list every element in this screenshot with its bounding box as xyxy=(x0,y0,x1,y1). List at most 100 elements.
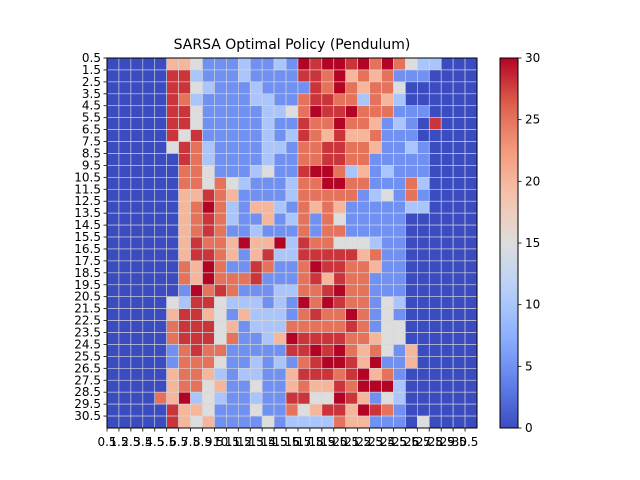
heatmap-cell xyxy=(273,57,287,71)
heatmap-cell xyxy=(130,391,144,405)
heatmap-cell xyxy=(202,57,215,71)
heatmap-cell xyxy=(237,105,251,118)
heatmap-cell xyxy=(357,415,370,429)
heatmap-cell xyxy=(417,117,430,130)
heatmap-cell xyxy=(405,69,418,83)
heatmap-cell xyxy=(345,296,358,309)
heatmap-cell xyxy=(249,415,263,429)
heatmap-cell xyxy=(214,200,227,214)
x-tick-label: 15.5 xyxy=(273,435,300,449)
heatmap-cell xyxy=(106,260,120,274)
heatmap-cell xyxy=(297,248,311,262)
x-tick-label: 3.5 xyxy=(133,435,152,449)
heatmap-cell xyxy=(309,344,323,357)
heatmap-cell xyxy=(106,403,120,417)
heatmap-cell xyxy=(261,403,275,417)
heatmap-cell xyxy=(452,200,466,214)
x-tick-label: 9.5 xyxy=(205,435,224,449)
heatmap-cell xyxy=(405,248,418,262)
heatmap-cell xyxy=(417,188,430,202)
heatmap-cell xyxy=(178,248,191,262)
heatmap-cell xyxy=(369,260,382,274)
heatmap-cell xyxy=(118,320,132,333)
heatmap-cell xyxy=(440,165,454,178)
heatmap-cell xyxy=(106,188,120,202)
heatmap-cell xyxy=(226,236,239,250)
heatmap-cell xyxy=(118,188,132,202)
heatmap-cell xyxy=(428,224,442,238)
heatmap-cell xyxy=(285,379,299,393)
heatmap-cell xyxy=(345,212,358,226)
heatmap-cell xyxy=(333,212,347,226)
heatmap-cell xyxy=(226,141,239,154)
heatmap-cell xyxy=(440,284,454,298)
heatmap-cell xyxy=(202,356,215,369)
heatmap-cell xyxy=(333,200,347,214)
heatmap-cell xyxy=(202,188,215,202)
heatmap-cell xyxy=(190,379,203,393)
heatmap-cell xyxy=(452,141,466,154)
heatmap-cell xyxy=(440,129,454,142)
y-tick-label: 25.5 xyxy=(74,349,101,363)
heatmap-cell xyxy=(309,129,323,142)
heatmap-cell xyxy=(261,57,275,71)
x-tick-label: 7.5 xyxy=(181,435,200,449)
heatmap-cell xyxy=(405,93,418,107)
heatmap-cell xyxy=(405,212,418,226)
heatmap-cell xyxy=(345,391,358,405)
heatmap-cell xyxy=(464,188,478,202)
heatmap-cell xyxy=(345,93,358,107)
y-tick-label: 28.5 xyxy=(74,385,101,399)
heatmap-cell xyxy=(226,391,239,405)
heatmap-cell xyxy=(202,308,215,321)
heatmap-cell xyxy=(166,332,179,345)
heatmap-cell xyxy=(333,344,347,357)
heatmap-cell xyxy=(452,117,466,130)
heatmap-cell xyxy=(428,141,442,154)
heatmap-cell xyxy=(381,141,394,154)
y-tick-label: 12.5 xyxy=(74,194,101,208)
heatmap-cell xyxy=(333,356,347,369)
heatmap-cell xyxy=(237,379,251,393)
heatmap-cell xyxy=(214,117,227,130)
heatmap-cell xyxy=(297,391,311,405)
heatmap-cell xyxy=(309,356,323,369)
heatmap-cell xyxy=(214,356,227,369)
heatmap-cell xyxy=(297,308,311,321)
heatmap-cell xyxy=(214,248,227,262)
heatmap-cell xyxy=(226,200,239,214)
heatmap-cell xyxy=(464,391,478,405)
y-tick-label: 14.5 xyxy=(74,218,101,232)
heatmap-cell xyxy=(309,165,323,178)
heatmap-cell xyxy=(333,177,347,190)
heatmap-cell xyxy=(381,200,394,214)
x-tick-label: 18.5 xyxy=(308,435,335,449)
heatmap-cell xyxy=(297,93,311,107)
heatmap-cell xyxy=(214,129,227,142)
heatmap-cell xyxy=(214,415,227,429)
heatmap-cell xyxy=(309,368,323,381)
heatmap-cell xyxy=(190,188,203,202)
heatmap-cell xyxy=(405,260,418,274)
heatmap-cell xyxy=(154,356,167,369)
heatmap-cell xyxy=(285,165,299,178)
heatmap-cell xyxy=(428,344,442,357)
heatmap-cell xyxy=(333,272,347,286)
heatmap-cell xyxy=(309,57,323,71)
y-tick-label: 29.5 xyxy=(74,397,101,411)
heatmap-cell xyxy=(369,308,382,321)
heatmap-cell xyxy=(142,177,156,190)
heatmap-cell xyxy=(166,81,179,95)
heatmap-cell xyxy=(249,177,263,190)
heatmap-cell xyxy=(166,368,179,381)
heatmap-cell xyxy=(464,177,478,190)
heatmap-cell xyxy=(261,272,275,286)
heatmap-cell xyxy=(285,153,299,166)
heatmap-cell xyxy=(417,212,430,226)
heatmap-cell xyxy=(226,117,239,130)
heatmap-cell xyxy=(417,415,430,429)
heatmap-cell xyxy=(226,356,239,369)
heatmap-cell xyxy=(333,368,347,381)
heatmap-cell xyxy=(178,57,191,71)
heatmap-cell xyxy=(345,415,358,429)
